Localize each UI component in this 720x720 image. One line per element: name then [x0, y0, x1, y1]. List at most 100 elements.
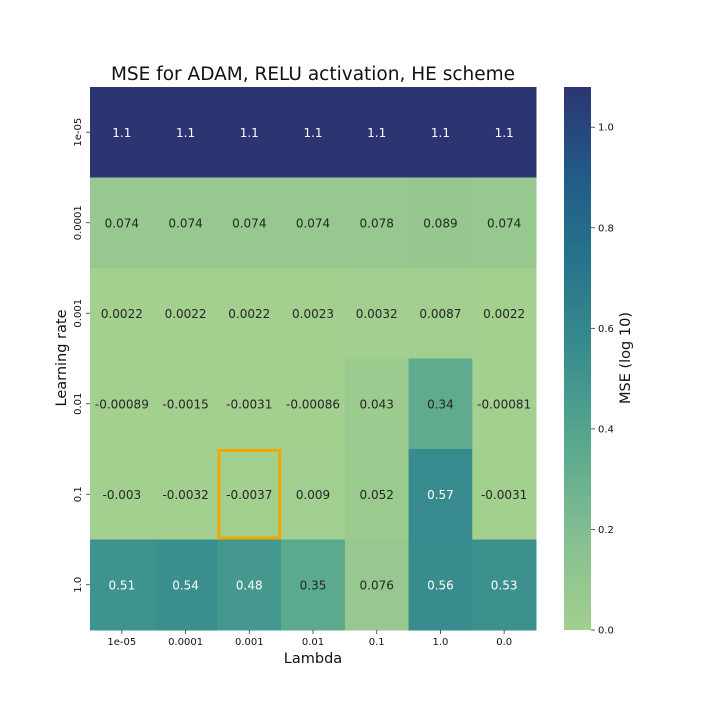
- cell-value-label: -0.003: [103, 488, 142, 502]
- heatmap-cell: [90, 268, 155, 359]
- heatmap-cell: [408, 539, 473, 631]
- cell-value-label: 0.0087: [419, 307, 461, 321]
- cell-value-label: -0.00081: [477, 397, 531, 411]
- heatmap-cell: [281, 358, 346, 450]
- heatmap-cell: [217, 87, 282, 178]
- heatmap-cell: [408, 358, 473, 450]
- y-tick-label: 0.001: [73, 299, 84, 328]
- cell-value-label: -0.0032: [162, 488, 208, 502]
- cell-value-label: 1.1: [367, 126, 386, 140]
- cell-value-label: 1.1: [240, 126, 259, 140]
- heatmap-cell: [90, 87, 155, 178]
- x-tick-label: 0.0: [496, 637, 512, 648]
- cell-value-label: 0.0023: [292, 307, 334, 321]
- cell-value-label: 0.0022: [483, 307, 525, 321]
- colorbar-tick-label: 0.6: [598, 324, 614, 335]
- x-tick-label: 1e-05: [107, 637, 136, 648]
- y-tick-label: 0.1: [73, 486, 84, 502]
- heatmap-cell: [281, 539, 346, 631]
- y-tick-label: 1.0: [73, 577, 84, 593]
- cell-value-label: -0.00086: [286, 397, 340, 411]
- cell-value-label: 0.043: [360, 397, 394, 411]
- y-axis: 1e-05 0.0001 0.001 0.01 0.1 1.0: [73, 118, 90, 593]
- heatmap-cell: [344, 177, 410, 269]
- colorbar-label: MSE (log 10): [618, 312, 634, 404]
- heatmap-cell: [472, 449, 537, 540]
- cell-value-label: 0.53: [491, 578, 518, 592]
- cell-value-label: 0.009: [296, 488, 330, 502]
- cell-value-label: 0.0022: [165, 307, 207, 321]
- cell-value-label: 0.48: [236, 578, 263, 592]
- heatmap-cell: [408, 177, 473, 269]
- cell-value-label: 1.1: [431, 126, 450, 140]
- y-tick-label: 1e-05: [73, 118, 84, 147]
- cell-value-label: 0.074: [296, 216, 330, 230]
- heatmap-cell: [344, 539, 410, 631]
- heatmap-cell: [472, 539, 537, 631]
- heatmap-cell: [344, 358, 410, 450]
- heatmap-cell: [90, 177, 155, 269]
- cell-labels: 1.1 1.1 1.1 1.1 1.1 1.1 1.1 0.074 0.074 0.074 0.07…: [95, 126, 531, 593]
- cell-value-label: 0.57: [427, 488, 454, 502]
- heatmap-cell: [344, 87, 410, 178]
- cell-value-label: 0.089: [423, 216, 457, 230]
- heatmap-cell: [153, 358, 218, 450]
- x-tick-label: 0.01: [302, 637, 324, 648]
- colorbar-tick-label: 0.2: [598, 525, 614, 536]
- cell-value-label: 0.51: [108, 578, 135, 592]
- cell-value-label: 0.074: [105, 216, 139, 230]
- cell-value-label: 1.1: [176, 126, 195, 140]
- heatmap-cell: [153, 449, 218, 540]
- heatmap-cell: [408, 87, 473, 178]
- cell-value-label: 0.56: [427, 578, 454, 592]
- heatmap-cell: [281, 87, 346, 178]
- colorbar-tick-label: 0.8: [598, 223, 614, 234]
- cell-value-label: 0.078: [360, 216, 394, 230]
- heatmap-cell: [217, 268, 282, 359]
- heatmap-cell: [344, 449, 410, 540]
- cell-value-label: 0.0032: [356, 307, 398, 321]
- colorbar-tick-label: 0.4: [598, 424, 614, 435]
- heatmap-cell: [281, 177, 346, 269]
- cell-value-label: 0.0022: [228, 307, 270, 321]
- cell-value-label: 0.0022: [101, 307, 143, 321]
- heatmap-cell: [408, 268, 473, 359]
- colorbar-tick-label: 1.0: [598, 123, 614, 134]
- heatmap-cell: [90, 358, 155, 450]
- cell-value-label: -0.0031: [226, 397, 272, 411]
- colorbar: 0.0 0.2 0.4 0.6 0.8 1.0: [564, 87, 614, 637]
- y-tick-label: 0.0001: [73, 205, 84, 240]
- colorbar-tick-label: 0.0: [598, 626, 614, 637]
- cell-value-label: -0.0037: [226, 488, 272, 502]
- heatmap-cell: [408, 449, 473, 540]
- cell-value-label: 0.074: [487, 216, 521, 230]
- colorbar-gradient: [564, 87, 591, 630]
- heatmap-cell: [472, 87, 537, 178]
- y-axis-label: Learning rate: [54, 309, 70, 406]
- heatmap-cell: [90, 449, 155, 540]
- cell-value-label: 0.34: [427, 397, 454, 411]
- cell-value-label: 0.052: [360, 488, 394, 502]
- heatmap-cell: [217, 177, 282, 269]
- heatmap-cell: [281, 449, 346, 540]
- heatmap-cell: [217, 358, 282, 450]
- cell-value-label: -0.0015: [162, 397, 208, 411]
- heatmap-cell: [472, 268, 537, 359]
- heatmap-cell: [153, 268, 218, 359]
- cell-value-label: 1.1: [495, 126, 514, 140]
- chart-title: MSE for ADAM, RELU activation, HE scheme: [111, 64, 515, 85]
- heatmap-cell: [90, 539, 155, 631]
- heatmap-cell: [472, 177, 537, 269]
- heatmap-cell: [217, 449, 282, 540]
- heatmap-cell: [153, 539, 218, 631]
- heatmap-cell: [281, 268, 346, 359]
- cell-value-label: 0.54: [172, 578, 199, 592]
- heatmap-cell: [153, 87, 218, 178]
- cell-value-label: 1.1: [303, 126, 322, 140]
- x-tick-label: 0.001: [235, 637, 264, 648]
- heatmap-cell: [344, 268, 410, 359]
- x-tick-label: 0.0001: [168, 637, 203, 648]
- y-tick-label: 0.01: [73, 393, 84, 415]
- highlight-layer: [217, 449, 282, 540]
